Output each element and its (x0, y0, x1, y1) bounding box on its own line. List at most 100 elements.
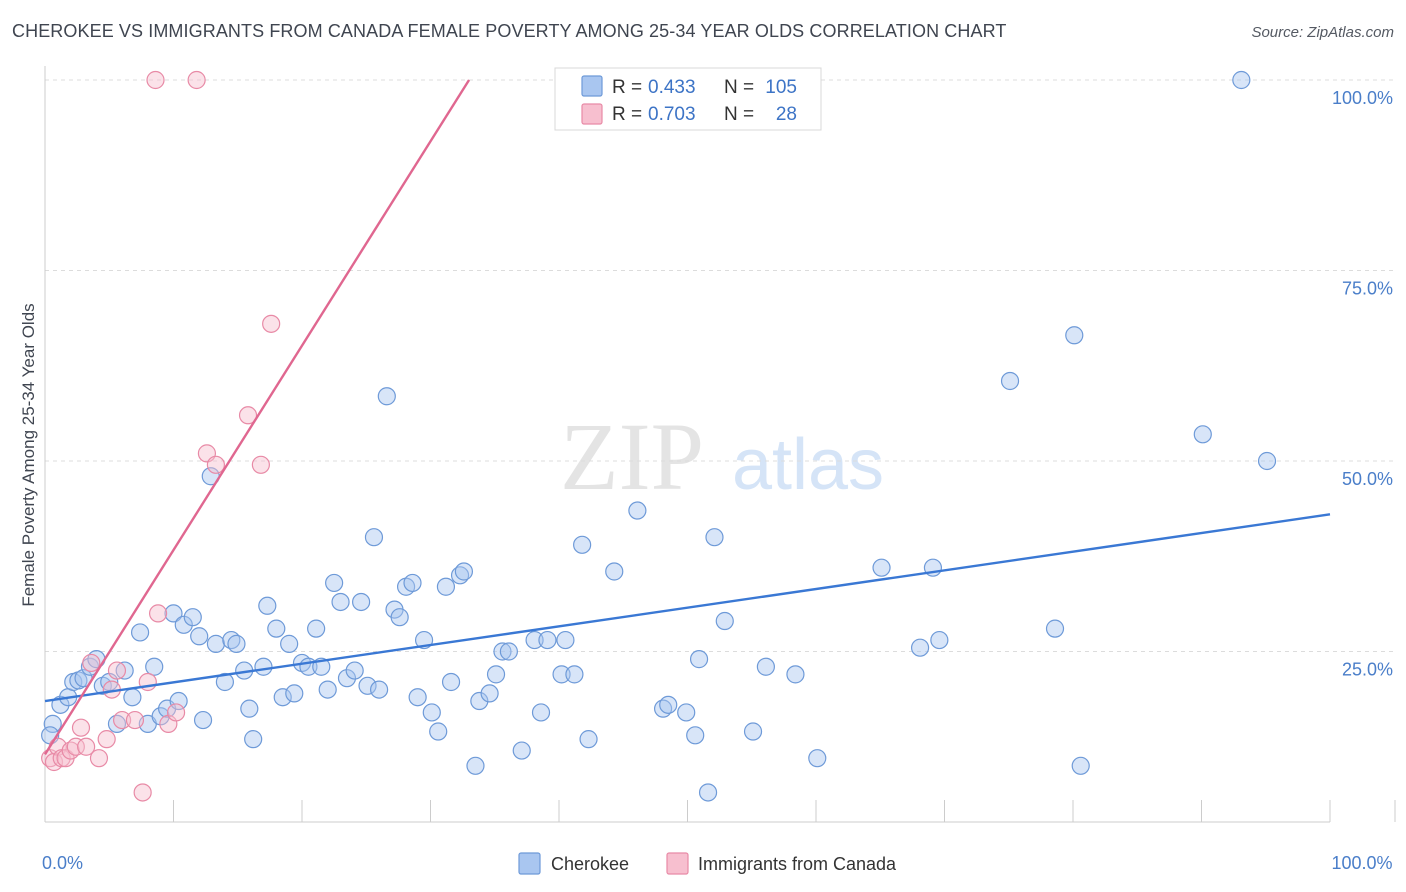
cherokee-point (285, 684, 304, 703)
watermark-atlas: atlas (732, 425, 884, 505)
cherokee-point (756, 657, 775, 676)
cherokee-point (605, 562, 624, 581)
cherokee-point (556, 630, 575, 650)
cherokee-point (470, 691, 489, 711)
cherokee-point (377, 387, 396, 406)
axes (44, 66, 1396, 823)
bottom-legend-swatch-canada (666, 852, 689, 875)
x-tick-label: 0.0% (42, 853, 83, 873)
y-tick-labels: 25.0% 50.0% 75.0% 100.0% (1332, 88, 1393, 680)
cherokee-point (345, 661, 364, 680)
y-tick-label: 75.0% (1342, 279, 1393, 299)
canada-point (66, 737, 85, 756)
cherokee-point (151, 707, 170, 726)
canada-point (206, 455, 226, 474)
legend-n-label-cherokee: N = (724, 77, 754, 98)
y-tick-label: 50.0% (1342, 469, 1393, 489)
cherokee-point (499, 642, 518, 661)
cherokee-point (273, 688, 292, 707)
cherokee-point (280, 634, 299, 653)
cherokee-point (525, 630, 544, 650)
cherokee-point (422, 703, 441, 722)
canada-point (112, 710, 132, 730)
canada-point (148, 604, 168, 623)
cherokee-point (512, 741, 531, 760)
cherokee-point (145, 657, 164, 676)
cherokee-point (872, 558, 891, 577)
legend-n-value-cherokee: 105 (765, 77, 797, 98)
canada-point (107, 661, 127, 680)
cherokee-trend-line (44, 513, 1331, 703)
cherokee-point (689, 650, 709, 669)
cherokee-point (190, 627, 209, 646)
cherokee-point (441, 672, 461, 692)
cherokee-point (352, 592, 371, 612)
bottom-legend-label-cherokee: Cherokee (551, 854, 629, 874)
cherokee-point (307, 619, 326, 638)
source-label: Source: ZipAtlas.com (1251, 24, 1394, 41)
cherokee-point (215, 672, 234, 692)
cherokee-point (454, 562, 474, 581)
cherokee-point (1193, 425, 1212, 444)
grid-lines (45, 79, 1395, 652)
canada-point (251, 455, 270, 474)
canada-point (166, 703, 186, 722)
x-tick-labels: 0.0% 100.0% (42, 853, 1393, 873)
cherokee-point (244, 730, 263, 749)
cherokee-point (183, 608, 202, 627)
cherokee-point (370, 680, 389, 699)
cherokee-point (390, 608, 409, 627)
cherokee-point (436, 577, 456, 596)
cherokee-point (466, 756, 485, 775)
cherokee-point (565, 665, 584, 684)
cherokee-point (705, 528, 724, 547)
canada-point (82, 653, 101, 673)
cherokee-point (715, 611, 734, 631)
cherokee-point (206, 634, 226, 653)
canada-point (146, 70, 165, 90)
bottom-legend-swatch-cherokee (518, 852, 541, 875)
cherokee-point (240, 699, 259, 718)
cherokee-point (659, 695, 678, 714)
cherokee-point (1071, 756, 1090, 775)
series-cherokee-points (41, 70, 1277, 802)
cherokee-point (1232, 70, 1251, 90)
cherokee-point (164, 604, 183, 623)
cherokee-point (573, 535, 592, 554)
x-tick-label: 100.0% (1331, 853, 1392, 873)
cherokee-point (486, 665, 506, 684)
bottom-legend-label-canada: Immigrants from Canada (698, 854, 897, 874)
cherokee-point (408, 688, 427, 707)
cherokee-point (1065, 326, 1084, 345)
cherokee-point (429, 722, 448, 741)
cherokee-point (358, 676, 377, 695)
cherokee-point (403, 573, 422, 593)
cherokee-point (698, 783, 718, 802)
legend-r-label-cherokee: R = (612, 77, 642, 98)
canada-point (77, 737, 96, 756)
cherokee-point (364, 528, 384, 547)
canada-point (89, 749, 109, 768)
canada-point (71, 718, 91, 737)
cherokee-point (930, 630, 949, 650)
cherokee-point (227, 634, 246, 653)
cherokee-point (677, 703, 696, 722)
cherokee-point (538, 630, 557, 650)
canada-trend-line (43, 79, 471, 756)
cherokee-point (808, 749, 827, 768)
cherokee-point (193, 710, 213, 730)
legend-n-value-canada: 28 (776, 104, 797, 125)
cherokee-point (628, 501, 647, 520)
cherokee-point (493, 642, 512, 661)
series-legend: Cherokee Immigrants from Canada (518, 852, 897, 875)
cherokee-point (115, 661, 134, 680)
cherokee-point (552, 665, 571, 684)
cherokee-point (254, 657, 273, 676)
legend-swatch-cherokee (581, 75, 603, 97)
chart-title: CHEROKEE VS IMMIGRANTS FROM CANADA FEMAL… (12, 21, 1007, 41)
cherokee-point (331, 592, 350, 612)
legend-n-label-canada: N = (724, 104, 754, 125)
series-canada-points (41, 70, 281, 802)
cherokee-point (1045, 619, 1065, 638)
